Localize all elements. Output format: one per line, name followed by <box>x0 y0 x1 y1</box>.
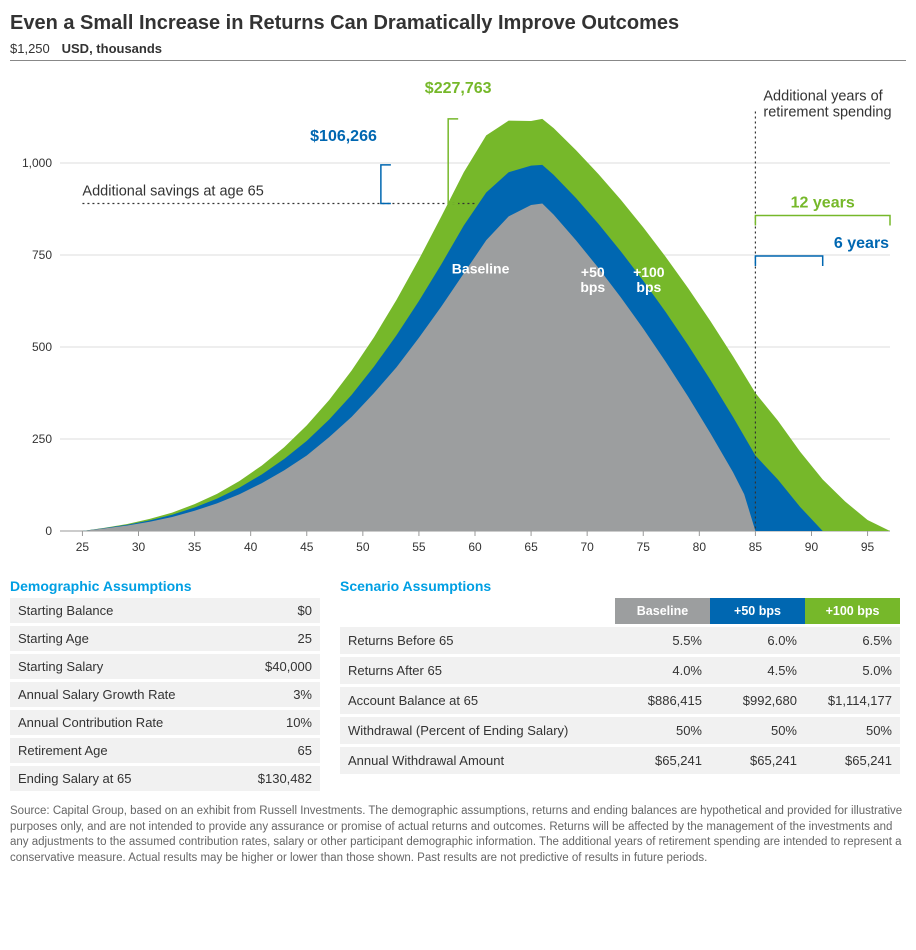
table-row: Annual Salary Growth Rate3% <box>10 681 320 709</box>
table-cell: 50% <box>710 716 805 746</box>
table-cell: $992,680 <box>710 686 805 716</box>
demographic-table-section: Demographic Assumptions Starting Balance… <box>10 578 320 794</box>
table-cell: $0 <box>231 598 320 625</box>
table-row: Retirement Age65 <box>10 737 320 765</box>
table-cell: Starting Balance <box>10 598 231 625</box>
svg-text:95: 95 <box>861 540 875 554</box>
column-header: +100 bps <box>805 598 900 626</box>
table-cell: 6.0% <box>710 626 805 656</box>
svg-text:75: 75 <box>637 540 651 554</box>
column-header <box>340 598 615 626</box>
svg-text:Additional years ofretirement: Additional years ofretirement spending <box>763 88 891 120</box>
svg-text:0: 0 <box>45 524 52 538</box>
table-cell: Ending Salary at 65 <box>10 765 231 793</box>
table-cell: $65,241 <box>805 746 900 776</box>
chart-title: Even a Small Increase in Returns Can Dra… <box>10 12 906 35</box>
svg-text:$227,763: $227,763 <box>425 80 492 97</box>
table-row: Returns After 654.0%4.5%5.0% <box>340 656 900 686</box>
table-cell: 65 <box>231 737 320 765</box>
svg-text:+50bps: +50bps <box>580 264 605 295</box>
table-row: Returns Before 655.5%6.0%6.5% <box>340 626 900 656</box>
scenario-table-section: Scenario Assumptions Baseline+50 bps+100… <box>340 578 900 794</box>
table-cell: Annual Withdrawal Amount <box>340 746 615 776</box>
demographic-table: Starting Balance$0Starting Age25Starting… <box>10 598 320 794</box>
svg-text:45: 45 <box>300 540 314 554</box>
table-row: Annual Withdrawal Amount$65,241$65,241$6… <box>340 746 900 776</box>
svg-text:30: 30 <box>132 540 146 554</box>
svg-text:85: 85 <box>749 540 763 554</box>
svg-text:80: 80 <box>693 540 707 554</box>
table-cell: Account Balance at 65 <box>340 686 615 716</box>
table-cell: Retirement Age <box>10 737 231 765</box>
table-row: Starting Age25 <box>10 625 320 653</box>
svg-text:25: 25 <box>76 540 90 554</box>
column-header: +50 bps <box>710 598 805 626</box>
table-cell: Returns After 65 <box>340 656 615 686</box>
svg-text:60: 60 <box>468 540 482 554</box>
table-row: Ending Salary at 65$130,482 <box>10 765 320 793</box>
svg-text:250: 250 <box>32 432 52 446</box>
table-cell: $130,482 <box>231 765 320 793</box>
table-cell: 4.5% <box>710 656 805 686</box>
area-chart: 0 250 500 750 1,000 25 30 35 40 45 50 55 60 65 70 75 80 8… <box>10 60 906 570</box>
scenario-table: Baseline+50 bps+100 bpsReturns Before 65… <box>340 598 900 777</box>
tables-row: Demographic Assumptions Starting Balance… <box>10 578 906 794</box>
source-footnote: Source: Capital Group, based on an exhib… <box>10 804 906 866</box>
table-cell: 5.0% <box>805 656 900 686</box>
svg-text:70: 70 <box>580 540 594 554</box>
svg-text:35: 35 <box>188 540 202 554</box>
table-row: Withdrawal (Percent of Ending Salary)50%… <box>340 716 900 746</box>
table-cell: 3% <box>231 681 320 709</box>
table-row: Annual Contribution Rate10% <box>10 709 320 737</box>
scenario-heading: Scenario Assumptions <box>340 578 900 594</box>
svg-text:65: 65 <box>524 540 538 554</box>
table-cell: $40,000 <box>231 653 320 681</box>
svg-text:500: 500 <box>32 340 52 354</box>
svg-text:Baseline: Baseline <box>452 260 510 276</box>
svg-text:750: 750 <box>32 248 52 262</box>
table-row: Starting Balance$0 <box>10 598 320 625</box>
svg-text:40: 40 <box>244 540 258 554</box>
table-cell: 4.0% <box>615 656 710 686</box>
svg-text:90: 90 <box>805 540 819 554</box>
table-cell: 5.5% <box>615 626 710 656</box>
table-row: Account Balance at 65$886,415$992,680$1,… <box>340 686 900 716</box>
table-cell: $886,415 <box>615 686 710 716</box>
demographic-heading: Demographic Assumptions <box>10 578 320 594</box>
svg-text:12 years: 12 years <box>791 195 855 212</box>
svg-text:$106,266: $106,266 <box>310 128 377 145</box>
y-max-label: $1,250 <box>10 41 58 56</box>
table-cell: 50% <box>615 716 710 746</box>
chart-svg: 0 250 500 750 1,000 25 30 35 40 45 50 55 60 65 70 75 80 8… <box>10 61 906 571</box>
svg-text:+100bps: +100bps <box>633 264 665 295</box>
table-cell: Withdrawal (Percent of Ending Salary) <box>340 716 615 746</box>
table-cell: Returns Before 65 <box>340 626 615 656</box>
table-row: Starting Salary$40,000 <box>10 653 320 681</box>
table-cell: 50% <box>805 716 900 746</box>
table-cell: 25 <box>231 625 320 653</box>
table-cell: Starting Age <box>10 625 231 653</box>
table-cell: Starting Salary <box>10 653 231 681</box>
column-header: Baseline <box>615 598 710 626</box>
svg-text:6 years: 6 years <box>834 235 889 252</box>
table-cell: Annual Contribution Rate <box>10 709 231 737</box>
svg-text:Additional savings at age 65: Additional savings at age 65 <box>82 183 263 199</box>
svg-text:50: 50 <box>356 540 370 554</box>
table-cell: 6.5% <box>805 626 900 656</box>
table-cell: Annual Salary Growth Rate <box>10 681 231 709</box>
svg-text:1,000: 1,000 <box>22 156 52 170</box>
svg-text:55: 55 <box>412 540 426 554</box>
y-unit-label: USD, thousands <box>62 41 162 56</box>
table-cell: $65,241 <box>615 746 710 776</box>
y-axis-label: $1,250 USD, thousands <box>10 41 906 56</box>
table-cell: $65,241 <box>710 746 805 776</box>
table-cell: 10% <box>231 709 320 737</box>
table-cell: $1,114,177 <box>805 686 900 716</box>
